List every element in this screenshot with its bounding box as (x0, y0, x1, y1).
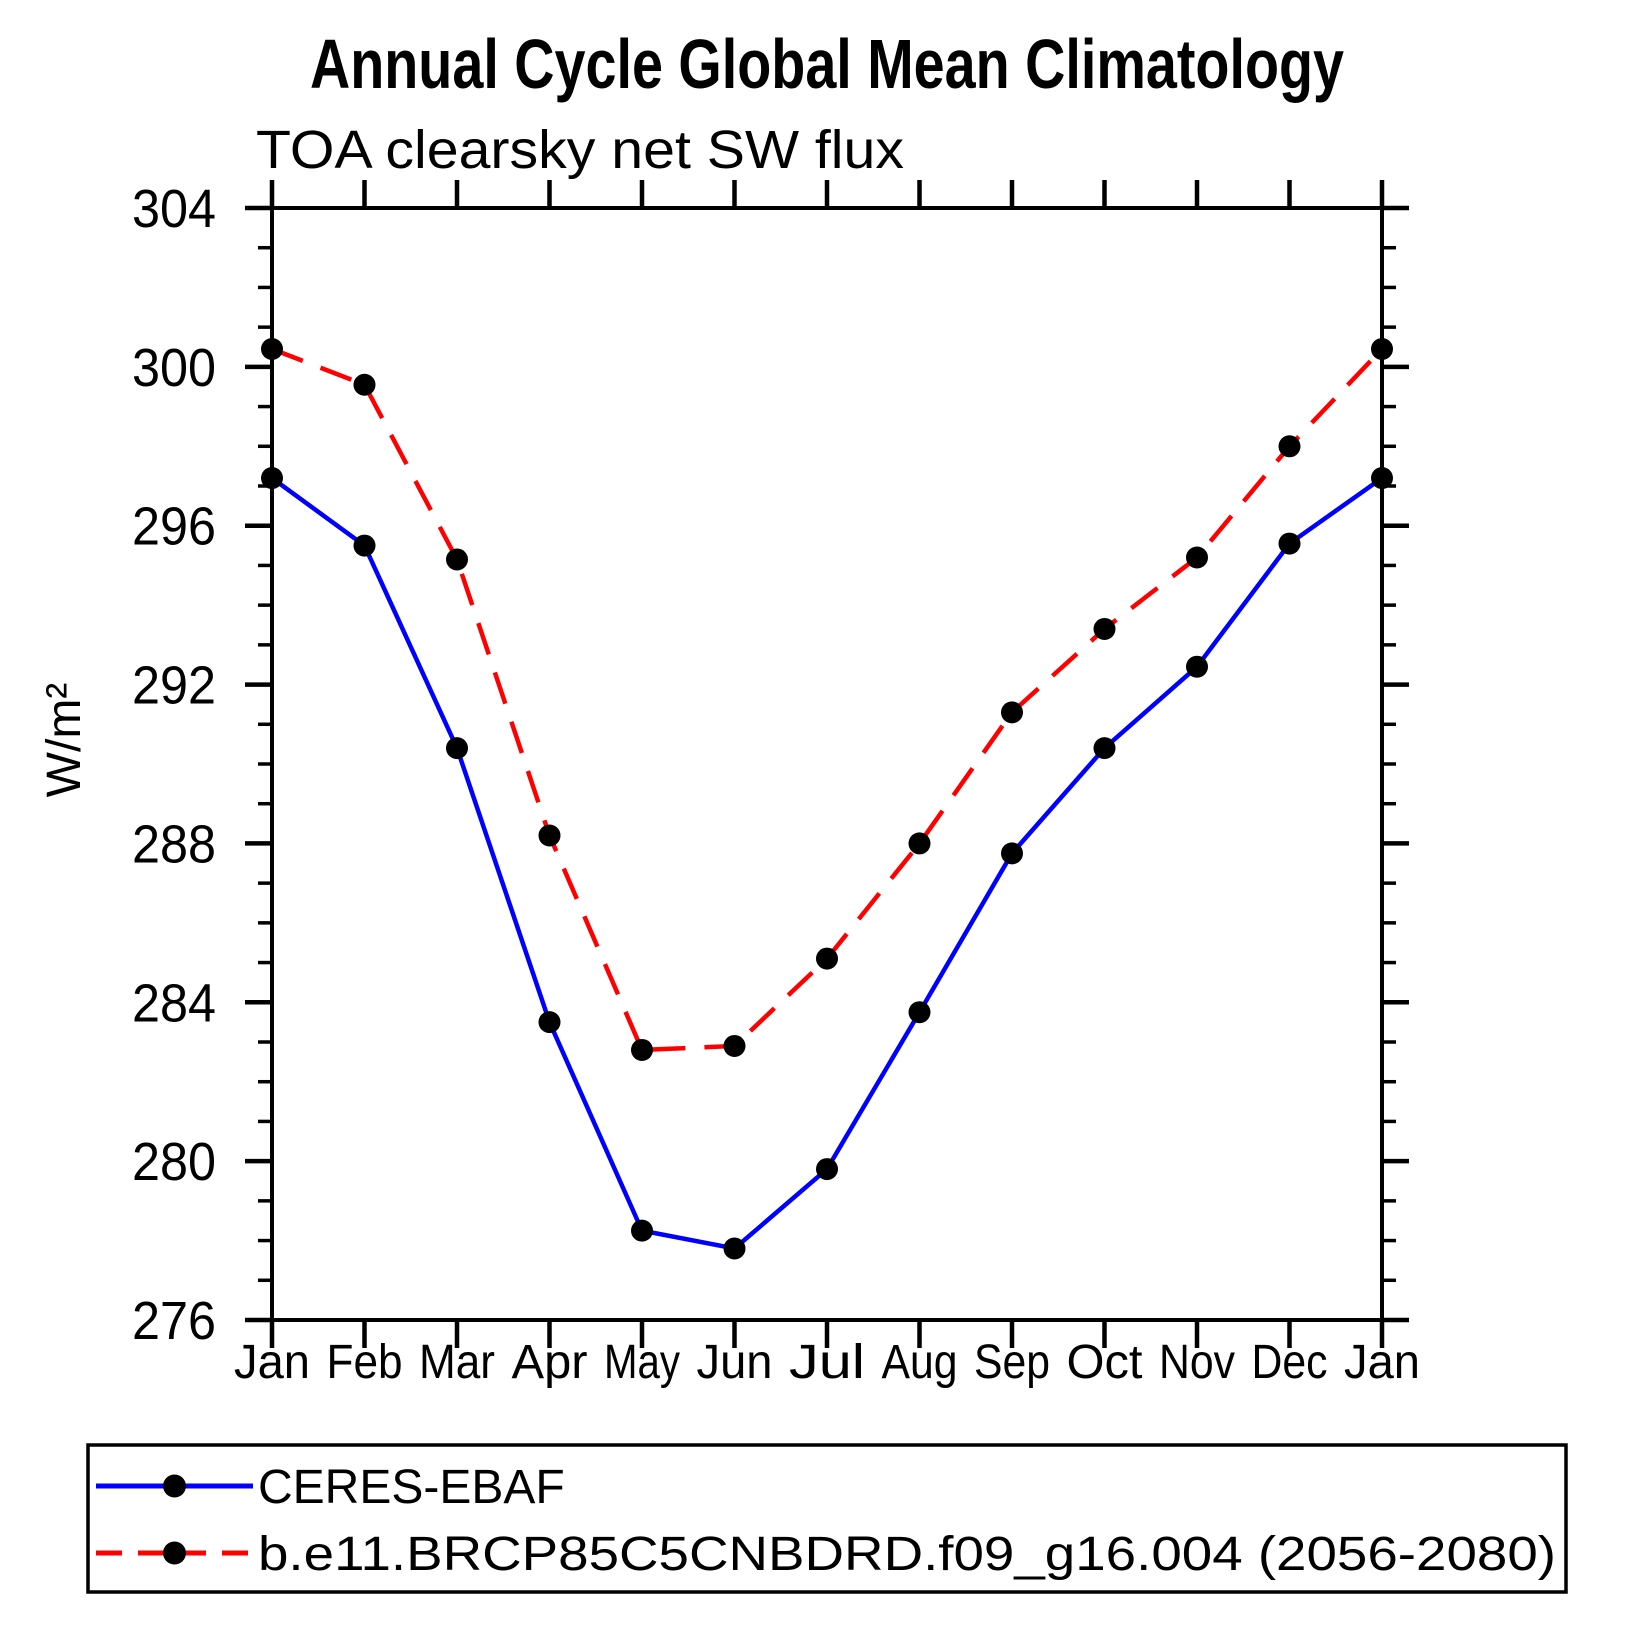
y-axis-label: W/m² (38, 683, 91, 798)
data-point-marker (1093, 737, 1116, 760)
y-tick-label: 280 (132, 1132, 216, 1192)
series-line-0 (270, 476, 1384, 1251)
legend-marker-icon (163, 1541, 186, 1565)
data-point-marker (1001, 842, 1023, 865)
data-point-marker (1371, 337, 1393, 360)
data-point-marker (353, 373, 376, 396)
series-line-1 (271, 346, 1384, 1053)
chart-title: Annual Cycle Global Mean Climatology (310, 25, 1344, 103)
x-tick-label: Aug (882, 1336, 958, 1389)
plot-frame (270, 206, 1384, 1322)
y-tick-label: 304 (132, 179, 216, 239)
legend-item: CERES-EBAF (96, 1461, 565, 1514)
axes: 276 280 284 288 292 296 300 304 Jan Feb Mar Apr May J… (132, 179, 1420, 1389)
data-point-marker (723, 1034, 746, 1057)
x-tick-label: Oct (1067, 1336, 1143, 1389)
data-point-marker (816, 1158, 838, 1181)
data-point-marker (261, 337, 283, 360)
data-point-marker (446, 548, 468, 571)
data-point-marker (1278, 532, 1301, 555)
data-point-marker (723, 1237, 746, 1260)
x-tick-label: Jun (697, 1336, 773, 1389)
y-tick-label: 300 (132, 338, 216, 398)
x-tick-label: Sep (974, 1336, 1050, 1389)
data-point-marker (538, 1011, 561, 1034)
data-point-marker (538, 824, 561, 847)
data-point-marker (1186, 546, 1208, 569)
data-point-marker (631, 1038, 653, 1061)
legend-box (86, 1443, 1568, 1594)
y-tick-label: 284 (132, 973, 216, 1033)
legend-marker-icon (163, 1474, 186, 1498)
data-point-marker (1001, 701, 1023, 724)
data-point-marker (908, 1001, 931, 1024)
data-point-marker (261, 467, 283, 490)
y-tick-label: 276 (132, 1291, 216, 1351)
x-tick-label: Jan (234, 1336, 310, 1389)
data-point-marker (908, 832, 931, 855)
data-point-marker (1278, 435, 1301, 458)
x-tick-label: Dec (1252, 1336, 1328, 1389)
x-tick-label: May (604, 1336, 680, 1389)
data-point-marker (353, 534, 376, 557)
data-point-marker (816, 947, 838, 970)
data-point-marker (1093, 617, 1116, 640)
legend: CERES-EBAF b.e11.BRCP85C5CNBDRD.f09_g16.… (86, 1443, 1568, 1594)
plot-area (261, 337, 1393, 1260)
y-tick-label: 296 (132, 497, 216, 557)
legend-label-model: b.e11.BRCP85C5CNBDRD.f09_g16.004 (2056-2… (258, 1528, 1556, 1581)
y-tick-label: 288 (132, 814, 216, 874)
legend-item: b.e11.BRCP85C5CNBDRD.f09_g16.004 (2056-2… (96, 1528, 1556, 1581)
x-tick-label: Feb (327, 1336, 403, 1389)
data-point-marker (446, 737, 468, 760)
data-point-marker (631, 1219, 653, 1242)
y-tick-label: 292 (132, 656, 216, 716)
x-tick-label: Mar (419, 1336, 495, 1389)
data-point-marker (1371, 467, 1393, 490)
x-tick-label: Jul (789, 1336, 865, 1389)
legend-label-ceres: CERES-EBAF (258, 1461, 565, 1514)
x-tick-label: Apr (512, 1336, 588, 1389)
x-tick-label: Jan (1344, 1336, 1420, 1389)
data-point-marker (1186, 655, 1208, 678)
chart-subtitle: TOA clearsky net SW flux (256, 120, 904, 180)
x-tick-label: Nov (1159, 1336, 1235, 1389)
